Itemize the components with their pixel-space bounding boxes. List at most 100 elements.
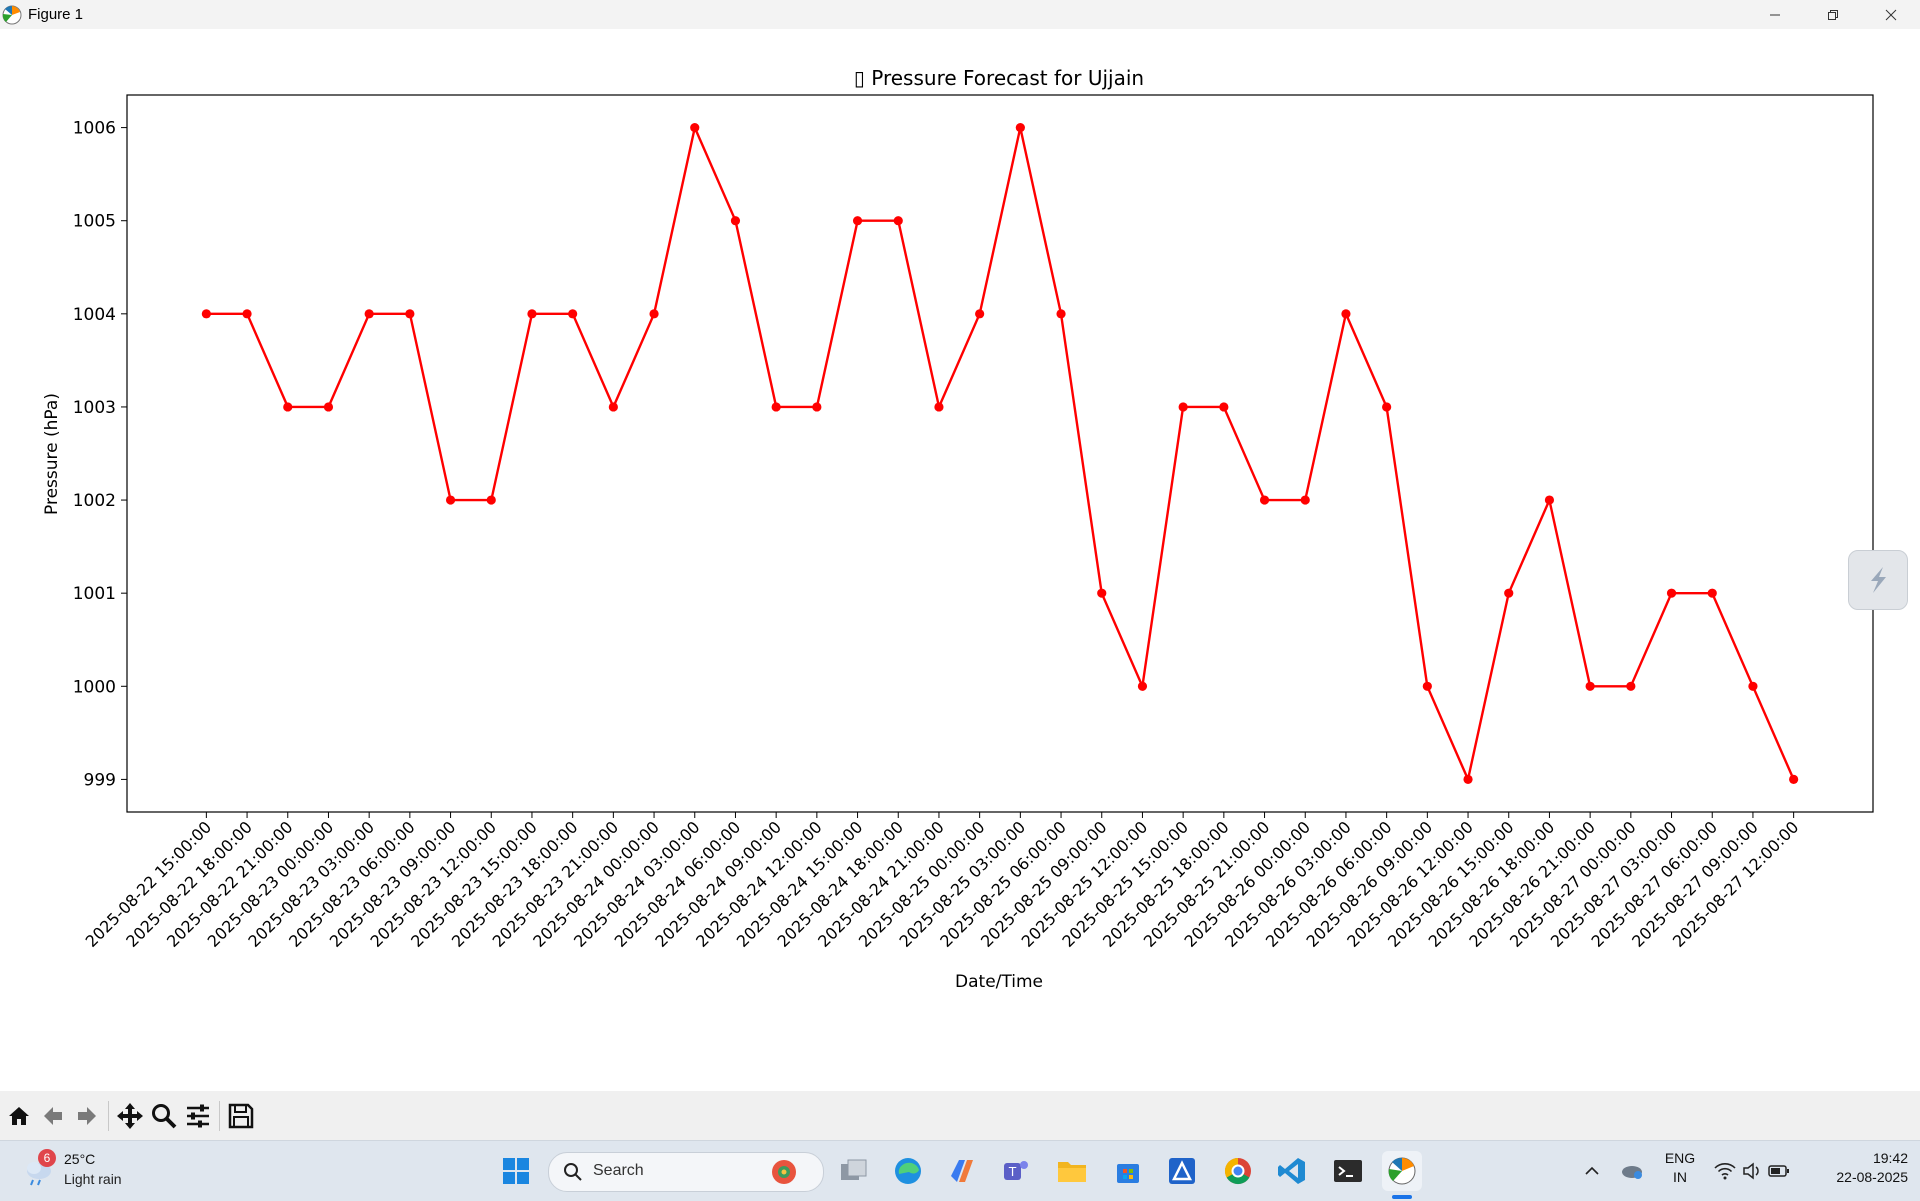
task-view-icon	[841, 1159, 867, 1180]
series-markers	[201, 122, 1799, 785]
data-point	[1748, 681, 1758, 691]
back-button[interactable]	[36, 1096, 70, 1136]
taskbar-search-box[interactable]: Search	[548, 1152, 824, 1192]
home-button[interactable]	[2, 1096, 36, 1136]
chart-title: ▯ Pressure Forecast for Ujjain	[854, 66, 1144, 90]
restore-button[interactable]	[1804, 0, 1862, 29]
teams-icon: T	[1004, 1161, 1028, 1180]
save-icon	[228, 1103, 254, 1128]
system-clock[interactable]: 19:42 22-08-2025	[1808, 1150, 1908, 1185]
active-app-indicator	[1392, 1195, 1412, 1199]
data-point	[1422, 681, 1432, 691]
weather-temperature: 25°C	[64, 1151, 96, 1167]
y-axis-label: Pressure (hPa)	[42, 393, 62, 515]
start-button[interactable]	[496, 1151, 536, 1191]
save-button[interactable]	[224, 1096, 258, 1136]
file-explorer-button[interactable]	[1052, 1151, 1092, 1191]
data-point	[771, 402, 781, 412]
data-point	[690, 122, 700, 133]
task-view-button[interactable]	[834, 1151, 874, 1191]
data-point	[1097, 588, 1107, 598]
data-point	[283, 402, 293, 412]
windows-logo-icon	[503, 1158, 529, 1184]
data-point	[934, 402, 944, 412]
y-tick-label: 1001	[73, 584, 116, 604]
taskbar: 6 25°C Light rain Search T	[0, 1140, 1920, 1201]
data-point	[1382, 402, 1392, 412]
azure-icon	[1169, 1158, 1195, 1184]
terminal-button[interactable]	[1328, 1151, 1368, 1191]
toolbar-separator	[219, 1100, 220, 1131]
forward-arrow-icon	[78, 1106, 96, 1125]
search-label: Search	[593, 1162, 644, 1179]
forward-button[interactable]	[70, 1096, 104, 1136]
chrome-button[interactable]	[1218, 1151, 1258, 1191]
battery-icon	[1768, 1165, 1789, 1177]
microsoft-store-button[interactable]	[1108, 1151, 1148, 1191]
y-tick-label: 999	[84, 770, 116, 790]
matplotlib-figure-button[interactable]	[1382, 1151, 1422, 1191]
minimize-icon	[1770, 14, 1780, 15]
series-line-pressure	[206, 123, 1795, 784]
data-point	[975, 309, 985, 319]
pan-button[interactable]	[113, 1096, 147, 1136]
data-point	[364, 309, 374, 319]
data-point	[812, 402, 822, 412]
quick-settings-button[interactable]	[1710, 1151, 1794, 1191]
data-point	[1178, 402, 1188, 412]
data-point	[486, 495, 496, 505]
weather-alert-badge: 6	[38, 1149, 56, 1167]
teams-button[interactable]: T	[996, 1151, 1036, 1191]
data-point	[527, 309, 537, 319]
edge-browser-button[interactable]	[888, 1151, 928, 1191]
data-point	[1137, 681, 1148, 691]
data-point	[1789, 774, 1799, 785]
y-axis: 999 1000 1001 1002 1003 1004 1005 1006	[73, 119, 127, 790]
zoom-icon	[152, 1103, 177, 1128]
svg-text:T: T	[1008, 1165, 1017, 1179]
keyboard-region: IN	[1673, 1169, 1687, 1185]
data-point	[1666, 588, 1677, 598]
clock-time: 19:42	[1872, 1150, 1908, 1166]
data-point	[1504, 588, 1514, 598]
show-hidden-icons-button[interactable]	[1572, 1151, 1612, 1191]
store-icon	[1117, 1164, 1139, 1183]
vscode-icon	[1278, 1158, 1305, 1184]
pan-icon	[117, 1102, 143, 1129]
data-point	[1341, 309, 1351, 319]
minimize-button[interactable]	[1746, 0, 1804, 29]
cloud-sync-icon	[1622, 1166, 1642, 1179]
data-point	[730, 216, 741, 226]
configure-subplots-button[interactable]	[181, 1096, 215, 1136]
data-point	[242, 309, 252, 319]
data-point	[1707, 588, 1717, 598]
volume-icon	[1743, 1162, 1759, 1180]
data-point	[1300, 495, 1310, 505]
floating-widget-button[interactable]	[1848, 550, 1908, 610]
y-tick-label: 1005	[73, 212, 116, 232]
folder-icon	[1058, 1162, 1086, 1182]
language-code: ENG	[1664, 1150, 1696, 1166]
onedrive-tray-button[interactable]	[1612, 1151, 1652, 1191]
chevron-up-icon	[1585, 1166, 1599, 1175]
input-language-indicator[interactable]: ENG IN	[1656, 1150, 1704, 1185]
close-icon	[1885, 9, 1897, 20]
matplotlib-icon	[1388, 1157, 1416, 1185]
back-arrow-icon	[44, 1106, 62, 1125]
close-button[interactable]	[1862, 0, 1920, 29]
copilot-button[interactable]	[942, 1151, 982, 1191]
chrome-icon	[1224, 1157, 1251, 1185]
matplotlib-app-icon	[2, 5, 22, 24]
weather-widget[interactable]: 6 25°C Light rain	[22, 1149, 182, 1193]
data-point	[405, 309, 415, 319]
home-icon	[9, 1106, 29, 1125]
plot-area	[126, 94, 1874, 813]
data-point	[649, 309, 659, 319]
zoom-button[interactable]	[147, 1096, 181, 1136]
pressure-line-chart: ▯ Pressure Forecast for Ujjain 999 1000 10…	[42, 66, 1874, 992]
figure-canvas[interactable]: ▯ Pressure Forecast for Ujjain 999 1000 10…	[0, 29, 1920, 1091]
vscode-button[interactable]	[1272, 1151, 1312, 1191]
azure-app-button[interactable]	[1162, 1151, 1202, 1191]
clock-date: 22-08-2025	[1836, 1169, 1908, 1185]
